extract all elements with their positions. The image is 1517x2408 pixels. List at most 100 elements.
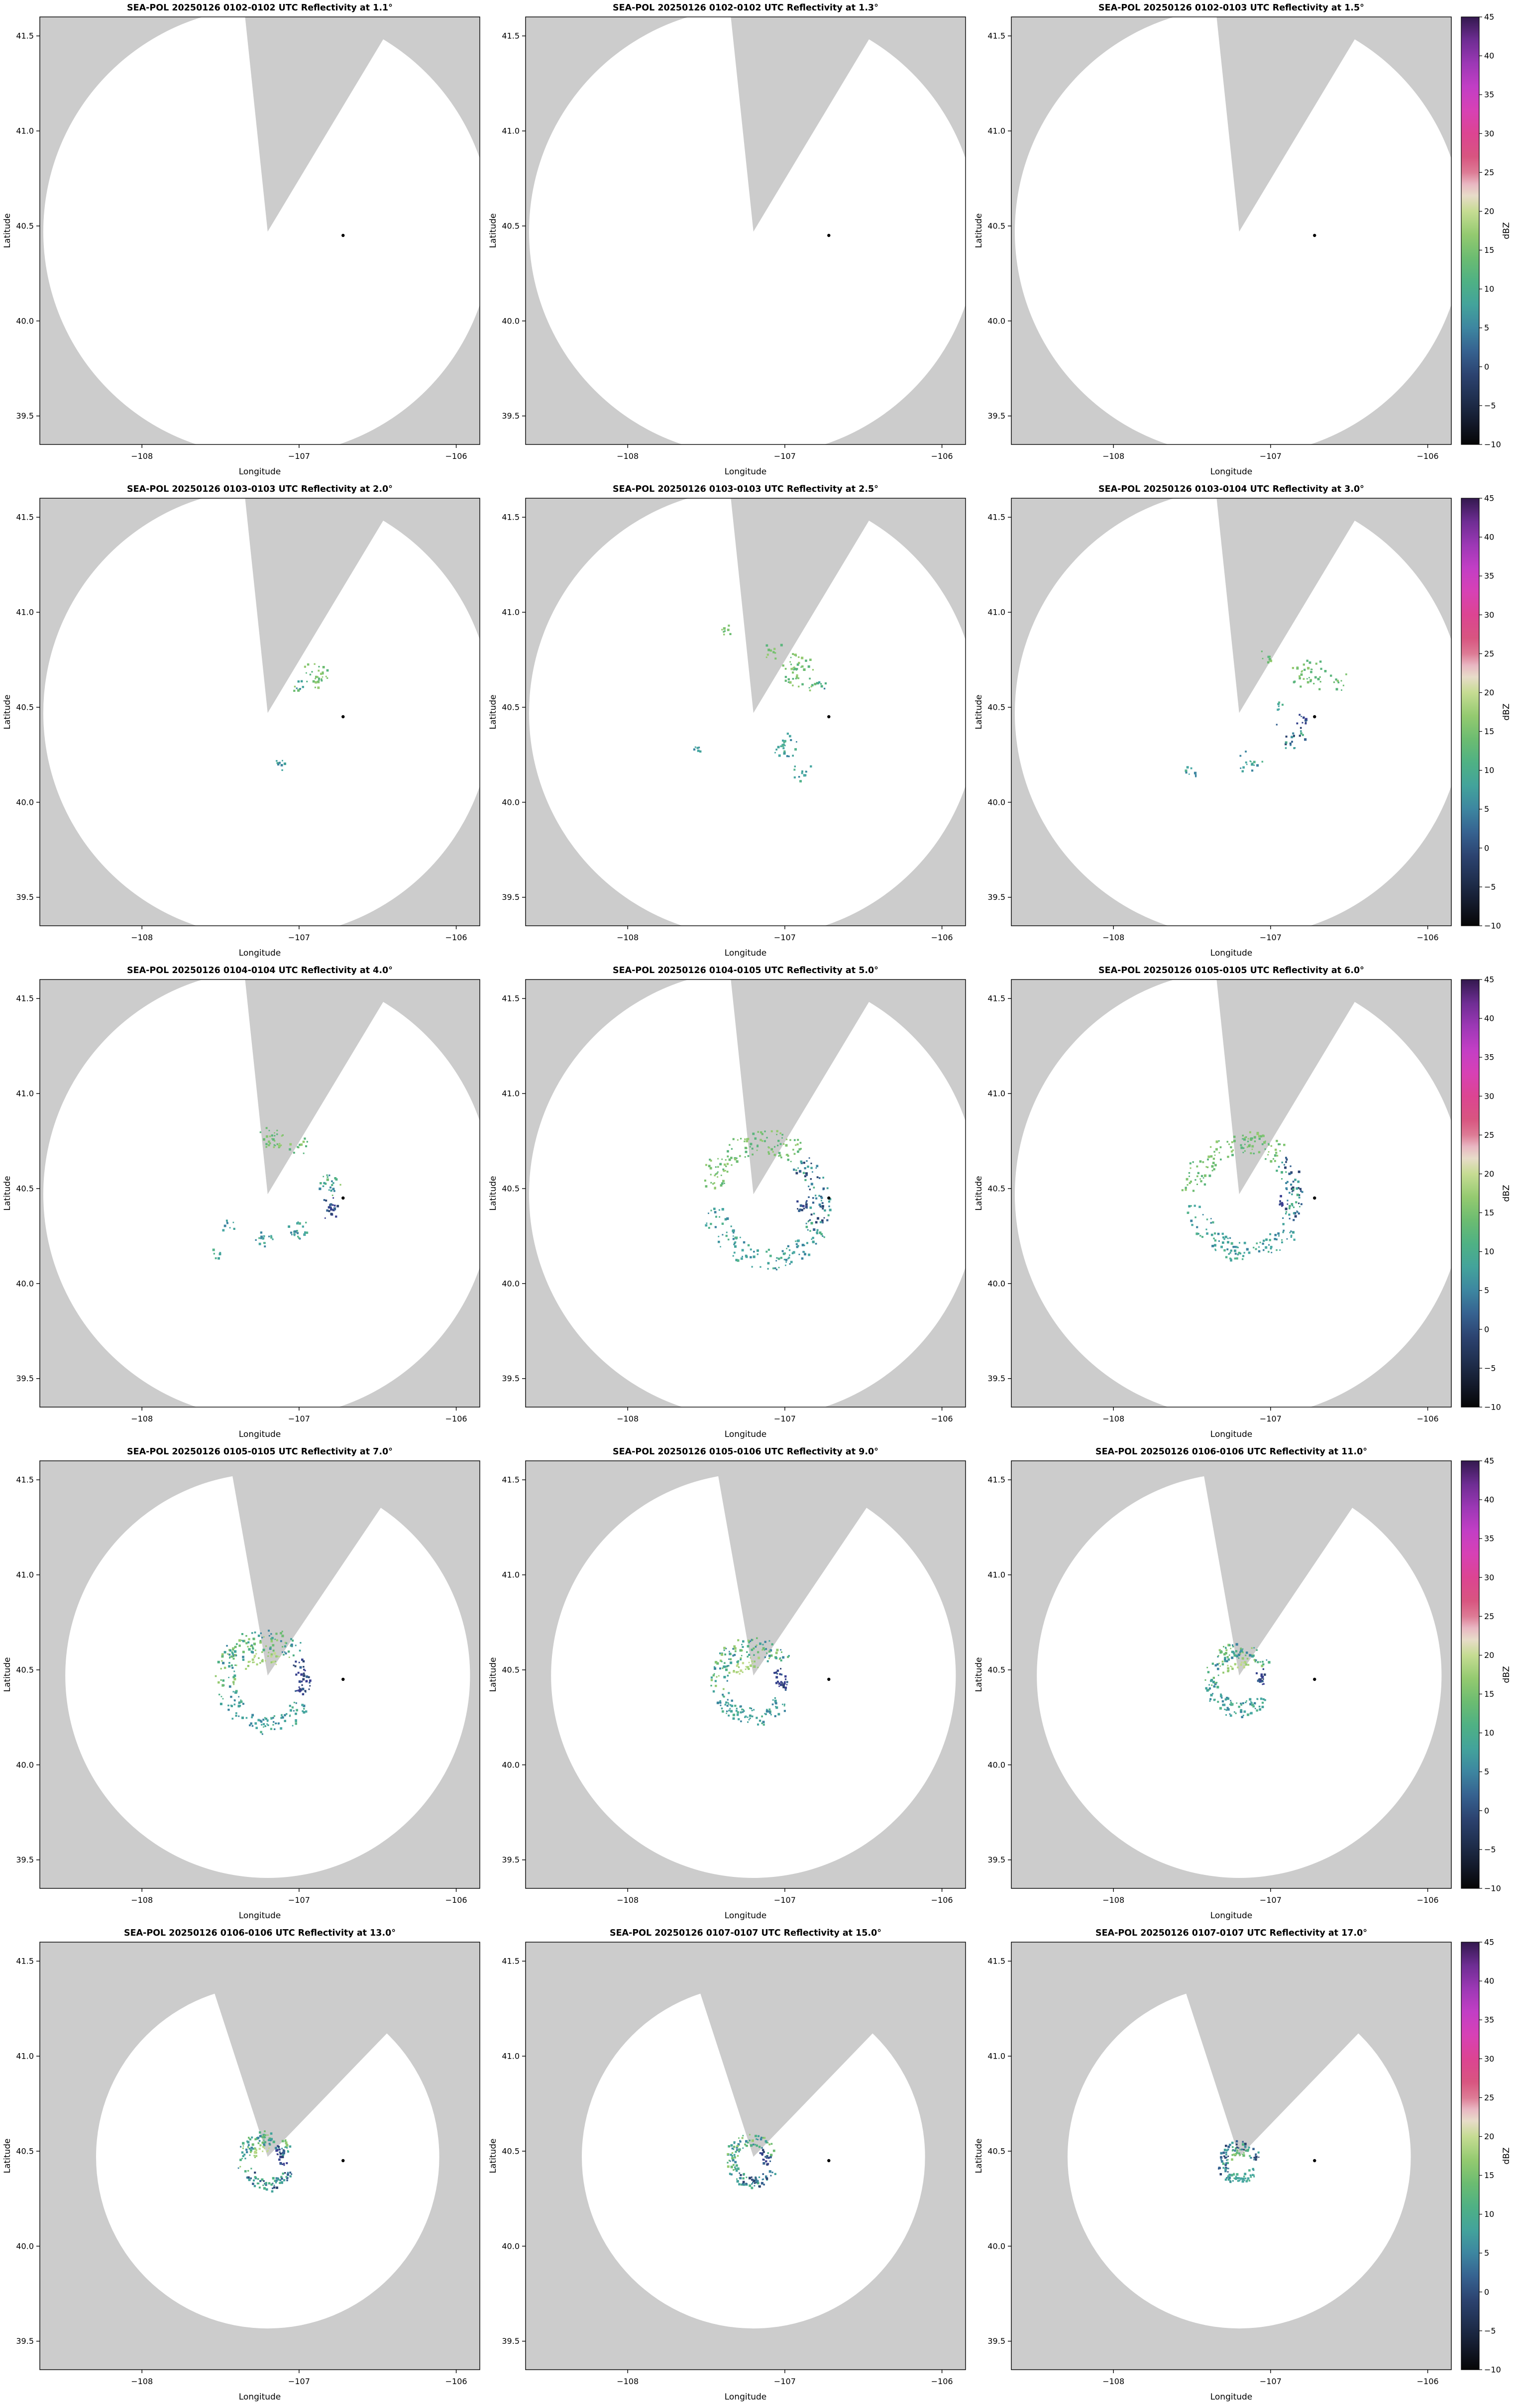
y-tick-label: 40.0: [16, 1760, 34, 1769]
colorbar-tick-label: 25: [1484, 2093, 1494, 2102]
radar-coverage-circle: [529, 498, 966, 926]
x-tick-label: −106: [931, 1895, 953, 1905]
y-tick-label: 41.0: [987, 1570, 1005, 1580]
x-tick-label: −108: [1102, 1414, 1124, 1423]
radar-panel: −108 −107 −106 39.5 40.0 40.5 41.0 41.5 Longitud…: [0, 963, 486, 1444]
colorbar-tick-label: 0: [1484, 2287, 1489, 2297]
y-tick-label: 41.0: [502, 1570, 520, 1580]
radar-panel: −108 −107 −106 39.5 40.0 40.5 41.0 41.5 Longitud…: [0, 1444, 486, 1925]
radar-panel: −108 −107 −106 39.5 40.0 40.5 41.0 41.5 Longitud…: [972, 481, 1457, 963]
radar-site-marker: [827, 1677, 831, 1681]
y-axis-label: Latitude: [488, 1176, 498, 1211]
radar-panel: −108 −107 −106 39.5 40.0 40.5 41.0 41.5 Longitud…: [972, 0, 1457, 481]
x-tick-label: −106: [931, 933, 953, 942]
radar-panel: −108 −107 −106 39.5 40.0 40.5 41.0 41.5 Longitud…: [972, 963, 1457, 1444]
reflectivity-echoes: [237, 2130, 293, 2193]
y-axis-label: Latitude: [2, 1657, 12, 1692]
y-tick-label: 41.5: [987, 994, 1005, 1003]
y-axis-label: Latitude: [2, 214, 12, 248]
y-tick-label: 41.5: [16, 31, 34, 41]
radar-site-marker: [341, 1196, 345, 1200]
y-tick-label: 39.5: [502, 1374, 520, 1383]
colorbar-tick-label: 10: [1484, 1247, 1494, 1256]
y-tick-label: 40.0: [502, 1279, 520, 1288]
radar-site-marker: [827, 1196, 831, 1200]
x-axis-label: Longitude: [239, 948, 281, 958]
panel-title: SEA-POL 20250126 0105-0105 UTC Reflectiv…: [1098, 966, 1364, 976]
y-tick-label: 40.5: [987, 1184, 1005, 1194]
panel-title: SEA-POL 20250126 0103-0103 UTC Reflectiv…: [127, 484, 393, 494]
panel-title: SEA-POL 20250126 0103-0103 UTC Reflectiv…: [613, 484, 878, 494]
colorbar-gradient: [1461, 498, 1480, 926]
x-tick-label: −108: [1102, 451, 1124, 461]
radar-coverage-circle: [96, 1985, 439, 2329]
radar-panel: −108 −107 −106 39.5 40.0 40.5 41.0 41.5 Longitud…: [486, 1925, 972, 2407]
colorbar-tick-label: −10: [1484, 921, 1501, 931]
panel-title: SEA-POL 20250126 0102-0102 UTC Reflectiv…: [127, 3, 393, 13]
radar-site-marker: [1313, 2159, 1316, 2163]
reflectivity-echoes: [212, 1127, 341, 1260]
radar-site-marker: [341, 233, 345, 237]
colorbar-tick-label: 0: [1484, 1806, 1489, 1815]
y-tick-label: 39.5: [16, 2336, 34, 2346]
blocked-sector-wedge: [731, 17, 883, 232]
y-tick-label: 40.5: [502, 703, 520, 712]
y-tick-label: 41.0: [502, 608, 520, 617]
colorbar-tick-label: −5: [1484, 1363, 1496, 1373]
y-tick-label: 40.0: [16, 2241, 34, 2251]
radar-panel: −108 −107 −106 39.5 40.0 40.5 41.0 41.5 Longitud…: [0, 1925, 486, 2407]
y-tick-label: 41.5: [502, 31, 520, 41]
blocked-sector-wedge: [1169, 1942, 1447, 2157]
radar-coverage-circle: [529, 17, 966, 444]
colorbar-tick-label: 30: [1484, 610, 1494, 620]
colorbar-tick-label: 10: [1484, 284, 1494, 294]
radar-coverage-circle: [1015, 498, 1451, 926]
radar-site-marker: [341, 1677, 345, 1681]
x-axis-label: Longitude: [239, 1911, 281, 1921]
y-tick-label: 39.5: [502, 1855, 520, 1864]
y-tick-label: 41.5: [502, 513, 520, 522]
colorbar-tick-label: 20: [1484, 1650, 1494, 1660]
colorbar-tick-label: −10: [1484, 1403, 1501, 1412]
colorbar-tick-label: 35: [1484, 90, 1494, 100]
colorbar: 45 40 35 30 25 20 15 10 5 0 −5 −10 dBZ: [1457, 481, 1517, 963]
radar-panel: −108 −107 −106 39.5 40.0 40.5 41.0 41.5 Longitud…: [0, 481, 486, 963]
y-tick-label: 40.5: [502, 2147, 520, 2156]
y-tick-label: 41.0: [16, 2052, 34, 2061]
colorbar-unit-label: dBZ: [1502, 2147, 1512, 2164]
colorbar-unit-label: dBZ: [1502, 703, 1512, 720]
colorbar-tick-label: 0: [1484, 843, 1489, 853]
blocked-sector-wedge: [715, 1461, 898, 1676]
blocked-sector-wedge: [731, 498, 883, 713]
x-tick-label: −106: [445, 1414, 467, 1423]
y-tick-label: 40.0: [502, 1760, 520, 1769]
x-tick-label: −107: [1260, 933, 1282, 942]
y-axis-label: Latitude: [2, 1176, 12, 1211]
x-tick-label: −106: [445, 2377, 467, 2386]
colorbar-tick-label: 5: [1484, 804, 1489, 814]
x-axis-label: Longitude: [1210, 467, 1253, 477]
x-axis-label: Longitude: [239, 1429, 281, 1439]
blocked-sector-wedge: [245, 498, 397, 713]
radar-coverage-circle: [1068, 1985, 1411, 2329]
x-tick-label: −108: [617, 1895, 639, 1905]
radar-coverage-circle: [43, 17, 480, 444]
y-tick-label: 41.5: [502, 994, 520, 1003]
panel-title: SEA-POL 20250126 0105-0105 UTC Reflectiv…: [127, 1447, 393, 1457]
y-tick-label: 40.5: [16, 703, 34, 712]
colorbar-tick-label: 25: [1484, 1130, 1494, 1140]
x-tick-label: −106: [931, 1414, 953, 1423]
x-tick-label: −108: [131, 933, 153, 942]
axes-frame: [39, 979, 480, 1408]
y-tick-label: 40.5: [16, 1665, 34, 1675]
panel-row: −108 −107 −106 39.5 40.0 40.5 41.0 41.5 Longitud…: [0, 963, 1517, 1444]
colorbar-tick-label: −5: [1484, 2326, 1496, 2335]
radar-coverage-circle: [43, 980, 480, 1407]
radar-site-marker: [827, 715, 831, 719]
radar-site-marker: [827, 233, 831, 237]
x-tick-label: −106: [1417, 451, 1439, 461]
colorbar-gradient: [1461, 16, 1480, 445]
colorbar-tick-label: 20: [1484, 1169, 1494, 1179]
axes-frame: [525, 979, 966, 1408]
y-tick-label: 41.5: [502, 1957, 520, 1966]
